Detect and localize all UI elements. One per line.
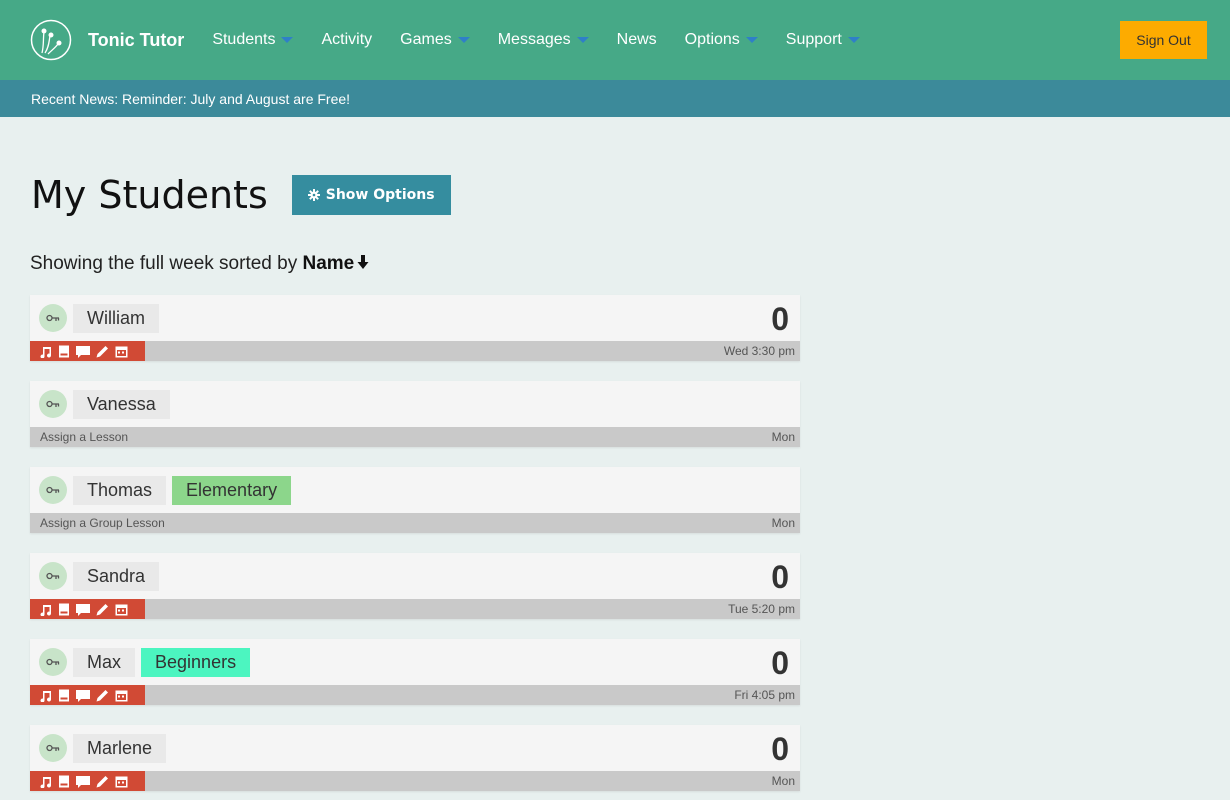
caret-down-icon: [457, 37, 470, 43]
calendar-icon[interactable]: [115, 603, 128, 616]
student-card: Max Beginners 0 Fri 4:05 pm: [30, 639, 800, 705]
activity-icons: [30, 341, 145, 361]
page-title: My Students: [31, 173, 268, 217]
nav-item-label: Students: [212, 31, 276, 48]
group-tag[interactable]: Beginners: [141, 647, 251, 677]
key-icon[interactable]: [39, 734, 67, 762]
student-card: Thomas Elementary Assign a Group Lesson …: [30, 467, 800, 533]
student-name[interactable]: Vanessa: [73, 389, 170, 419]
calendar-icon[interactable]: [115, 345, 128, 358]
lesson-time: Wed 3:30 pm: [723, 344, 795, 358]
book-icon[interactable]: [58, 345, 70, 358]
book-icon[interactable]: [58, 689, 70, 702]
nav-item-label: Messages: [497, 31, 571, 48]
activity-count: 0: [771, 645, 789, 681]
brand-name[interactable]: Tonic Tutor: [88, 29, 185, 50]
student-card: Vanessa Assign a Lesson Mon: [30, 381, 800, 447]
nav-item-label: Activity: [321, 31, 373, 48]
activity-icons: [30, 599, 145, 619]
student-list: William 0 Wed 3:30 pm Vanessa Assign a L…: [30, 295, 800, 791]
nav-item-support[interactable]: Support: [786, 31, 860, 49]
sign-out-button[interactable]: Sign Out: [1120, 21, 1207, 59]
student-card: Sandra 0 Tue 5:20 pm: [30, 553, 800, 619]
music-icon[interactable]: [39, 775, 52, 788]
gear-icon: [307, 189, 320, 201]
activity-icons: [30, 685, 145, 705]
student-name[interactable]: Max: [73, 647, 136, 677]
news-banner[interactable]: Recent News: Reminder: July and August a…: [0, 80, 1230, 117]
music-icon[interactable]: [39, 689, 52, 702]
nav-item-games[interactable]: Games: [400, 31, 470, 49]
student-name[interactable]: Thomas: [73, 475, 167, 505]
nav-item-label: Options: [684, 31, 740, 48]
activity-count: 0: [771, 731, 789, 767]
music-icon[interactable]: [39, 345, 52, 358]
lesson-time: Mon: [771, 774, 795, 788]
show-options-label: Show Options: [325, 187, 435, 203]
lesson-time: Mon: [771, 430, 795, 444]
show-options-button[interactable]: Show Options: [291, 175, 451, 215]
caret-down-icon: [847, 37, 860, 43]
logo-icon[interactable]: [30, 19, 72, 61]
nav-item-activity[interactable]: Activity: [321, 31, 372, 49]
key-icon[interactable]: [39, 648, 67, 676]
pencil-icon[interactable]: [96, 775, 109, 788]
nav-item-news[interactable]: News: [617, 31, 657, 49]
nav-item-students[interactable]: Students: [212, 31, 294, 49]
book-icon[interactable]: [58, 775, 70, 788]
message-icon[interactable]: [76, 345, 90, 358]
activity-count: 0: [771, 301, 789, 337]
caret-down-icon: [281, 37, 294, 43]
caret-down-icon: [745, 37, 758, 43]
message-icon[interactable]: [76, 603, 90, 616]
music-icon[interactable]: [39, 603, 52, 616]
student-name[interactable]: Sandra: [73, 561, 160, 591]
sort-prefix: Showing the full week sorted by: [30, 253, 303, 274]
caret-down-icon: [576, 37, 589, 43]
book-icon[interactable]: [58, 603, 70, 616]
activity-icons: [30, 771, 145, 791]
nav-item-options[interactable]: Options: [685, 31, 758, 49]
assign-lesson-link[interactable]: Assign a Lesson: [40, 430, 129, 444]
pencil-icon[interactable]: [96, 603, 109, 616]
calendar-icon[interactable]: [115, 775, 128, 788]
key-icon[interactable]: [39, 476, 67, 504]
assign-lesson-link[interactable]: Assign a Group Lesson: [40, 516, 165, 530]
message-icon[interactable]: [76, 689, 90, 702]
activity-count: 0: [771, 559, 789, 595]
top-nav: Tonic Tutor Students Activity Games Message…: [0, 0, 1230, 80]
lesson-time: Tue 5:20 pm: [728, 602, 795, 616]
message-icon[interactable]: [76, 775, 90, 788]
calendar-icon[interactable]: [115, 689, 128, 702]
key-icon[interactable]: [39, 562, 67, 590]
student-card: William 0 Wed 3:30 pm: [30, 295, 800, 361]
student-card: Marlene 0 Mon: [30, 725, 800, 791]
key-icon[interactable]: [39, 390, 67, 418]
pencil-icon[interactable]: [96, 345, 109, 358]
lesson-time: Fri 4:05 pm: [734, 688, 795, 702]
lesson-time: Mon: [771, 516, 795, 530]
sort-field[interactable]: Name: [302, 253, 355, 274]
nav-item-messages[interactable]: Messages: [498, 31, 589, 49]
nav-item-label: Support: [785, 31, 842, 48]
nav-item-label: News: [616, 31, 657, 48]
student-name[interactable]: Marlene: [73, 733, 167, 763]
pencil-icon[interactable]: [96, 689, 109, 702]
sort-description: Showing the full week sorted by Name: [30, 253, 1230, 275]
key-icon[interactable]: [39, 304, 67, 332]
arrow-down-icon[interactable]: [357, 255, 369, 269]
student-name[interactable]: William: [73, 303, 159, 333]
group-tag[interactable]: Elementary: [172, 475, 292, 505]
nav-item-label: Games: [400, 31, 452, 48]
